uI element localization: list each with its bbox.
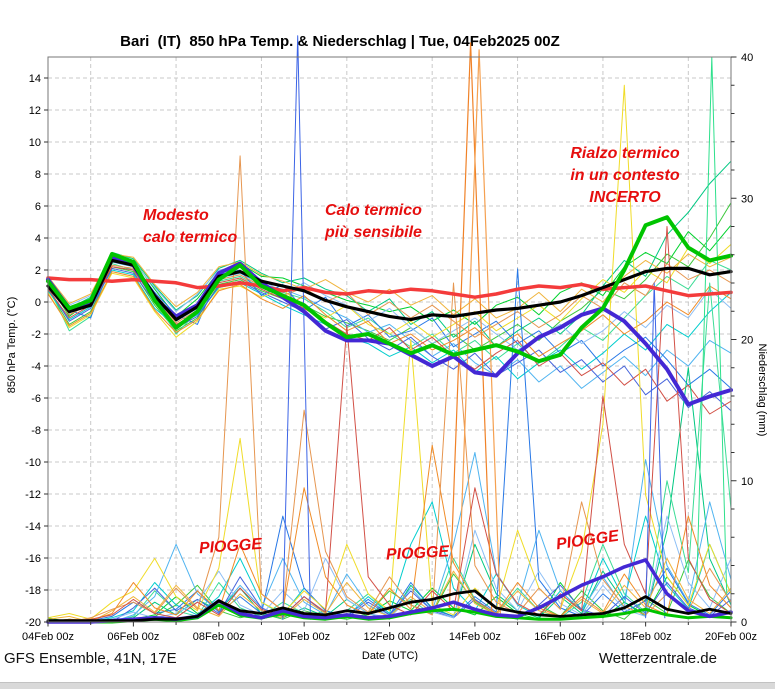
svg-text:18Feb 00z: 18Feb 00z: [620, 631, 672, 643]
svg-text:-18: -18: [25, 585, 41, 597]
ensemble-mean-precip: [46, 589, 733, 622]
svg-text:-4: -4: [31, 361, 41, 373]
precip-spike-orange-1: [448, 42, 493, 615]
svg-text:10: 10: [741, 476, 753, 488]
right-axis-label: Niederschlag (mm): [756, 343, 768, 437]
chart-title: Bari (IT) 850 hPa Temp. & Niederschlag |…: [120, 33, 560, 50]
ens-member-01-precip: [47, 576, 732, 623]
svg-text:10Feb 00z: 10Feb 00z: [278, 631, 330, 643]
annotation-modesto-calo-termico: Modesto calo termico: [143, 207, 238, 247]
svg-text:-8: -8: [31, 425, 41, 437]
svg-text:06Feb 00z: 06Feb 00z: [107, 631, 159, 643]
x-axis-label: Date (UTC): [361, 650, 419, 662]
svg-text:14Feb 00z: 14Feb 00z: [449, 631, 501, 643]
ens-member-07-precip: [47, 268, 732, 623]
svg-text:-20: -20: [25, 617, 41, 629]
precip-spike-blue-2: [645, 282, 666, 619]
svg-text:4: 4: [35, 233, 41, 245]
operational-run-temp: [46, 215, 733, 364]
svg-text:08Feb 00z: 08Feb 00z: [193, 631, 245, 643]
svg-text:12Feb 00z: 12Feb 00z: [364, 631, 416, 643]
svg-text:6: 6: [35, 201, 41, 213]
svg-text:12: 12: [29, 105, 41, 117]
annotation-calo-termico-sensibile: Calo termico più sensibile: [325, 202, 422, 242]
svg-text:0: 0: [35, 297, 41, 309]
svg-text:2: 2: [35, 265, 41, 277]
annotation-piogge-1: PIOGGE: [198, 535, 263, 558]
svg-text:30: 30: [741, 193, 753, 205]
axis-ticks: [44, 56, 737, 627]
climate-mean-temp: [46, 276, 733, 299]
gridlines: [48, 57, 731, 622]
svg-text:-2: -2: [31, 329, 41, 341]
svg-text:20Feb 00z: 20Feb 00z: [705, 631, 757, 643]
svg-text:0: 0: [741, 617, 747, 629]
svg-text:40: 40: [741, 52, 753, 64]
precip-spike-orange-2: [457, 49, 502, 618]
svg-text:14: 14: [29, 73, 41, 85]
model-info-text: GFS Ensemble, 41N, 17E: [4, 650, 177, 667]
ens-member-03-temp: [47, 160, 732, 348]
svg-text:-12: -12: [25, 489, 41, 501]
svg-text:-14: -14: [25, 521, 41, 533]
svg-text:8: 8: [35, 169, 41, 181]
watermark-text: Wetterzentrale.de: [598, 650, 717, 667]
ens-member-13-precip: [47, 155, 732, 623]
series-lines: [46, 35, 733, 624]
svg-text:10: 10: [29, 137, 41, 149]
precip-spike-royalblue: [282, 35, 311, 620]
ens-member-01-temp: [47, 224, 732, 325]
svg-text:-6: -6: [31, 393, 41, 405]
svg-text:04Feb 00z: 04Feb 00z: [22, 631, 74, 643]
left-axis-label: 850 hPa Temp. (°C): [6, 296, 18, 394]
ens-member-05-temp: [47, 269, 732, 380]
svg-text:-10: -10: [25, 457, 41, 469]
svg-text:20: 20: [741, 335, 753, 347]
ens-member-14-precip: [47, 226, 732, 623]
svg-text:-16: -16: [25, 553, 41, 565]
ens-member-10-precip: [47, 84, 732, 620]
window-bottom-strip: [0, 682, 775, 689]
annotation-piogge-2: PIOGGE: [385, 543, 450, 564]
axis-tick-labels: 04Feb 00z 06Feb 00z 08Feb 00z 10Feb 00z 12Fe…: [22, 52, 757, 643]
plot-border: [47, 56, 732, 623]
precip-spike-green-top: [696, 56, 728, 595]
annotation-rialzo-termico: Rialzo termico in un contesto INCERTO: [570, 145, 680, 207]
ens-member-12-precip: [47, 444, 732, 623]
ens-member-07-temp: [47, 258, 732, 389]
svg-text:16Feb 00z: 16Feb 00z: [534, 631, 586, 643]
